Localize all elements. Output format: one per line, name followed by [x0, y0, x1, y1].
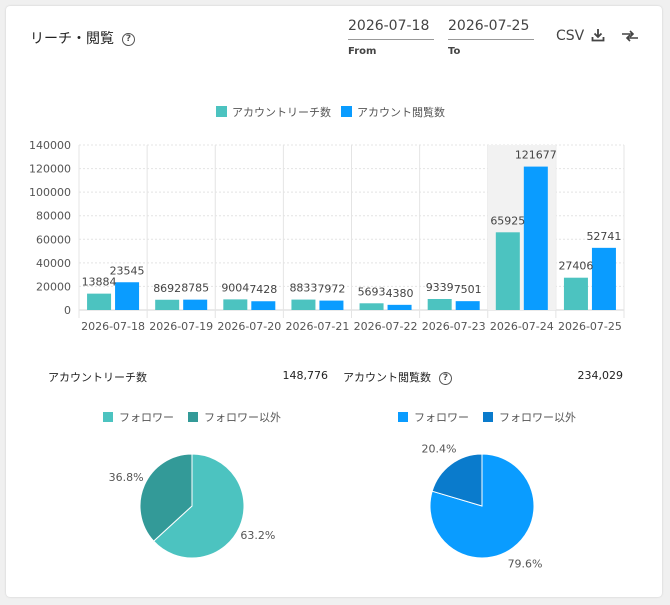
to-date-field[interactable]: 2026-07-25 To — [448, 18, 534, 57]
bar-value-0-6: 65925 — [490, 214, 525, 227]
x-tick-4: 2026-07-22 — [354, 320, 418, 333]
bar-value-0-7: 27406 — [558, 260, 593, 273]
x-tick-7: 2026-07-25 — [558, 320, 622, 333]
bar-value-1-3: 7972 — [317, 283, 345, 296]
x-tick-3: 2026-07-21 — [285, 320, 349, 333]
pie-value-label-1: 20.4% — [421, 442, 456, 455]
legend-label-0[interactable]: アカウントリーチ数 — [232, 106, 331, 119]
bar-0-5[interactable] — [427, 298, 452, 310]
bar-0-2[interactable] — [223, 299, 248, 310]
card-title-text: リーチ・閲覧 — [30, 31, 114, 47]
bar-value-1-4: 4380 — [386, 287, 414, 300]
pie-value-label-0: 63.2% — [240, 529, 275, 542]
bar-value-1-5: 7501 — [454, 283, 482, 296]
from-date-value[interactable]: 2026-07-18 — [348, 18, 434, 40]
x-tick-2: 2026-07-20 — [217, 320, 281, 333]
bar-1-6[interactable] — [523, 166, 548, 310]
bar-value-1-2: 7428 — [249, 283, 277, 296]
pie-legend-swatch-0[interactable] — [103, 412, 113, 422]
bar-value-0-0: 13884 — [82, 276, 117, 289]
reach-views-card: リーチ・閲覧? 2026-07-18 From 2026-07-25 To CS… — [6, 6, 662, 597]
pie-slice-0[interactable] — [152, 453, 245, 559]
bar-1-7[interactable] — [591, 247, 616, 310]
bar-value-1-6: 121677 — [515, 149, 557, 162]
y-tick-0: 0 — [64, 304, 71, 317]
bar-value-0-4: 5693 — [358, 285, 386, 298]
bar-value-0-1: 8692 — [153, 282, 181, 295]
legend-label-1[interactable]: アカウント閲覧数 — [357, 105, 445, 119]
bar-value-1-7: 52741 — [586, 230, 621, 243]
x-tick-6: 2026-07-24 — [490, 320, 554, 333]
bar-chart: アカウントリーチ数 アカウント閲覧数 0 20000 40000 60000 80000 1… — [29, 105, 625, 333]
y-tick-4: 80000 — [36, 210, 71, 223]
views-help-icon[interactable]: ? — [439, 371, 452, 385]
pie-legend-swatch-1[interactable] — [188, 412, 198, 422]
legend-swatch-1[interactable] — [341, 106, 352, 117]
y-tick-7: 140000 — [29, 139, 71, 152]
x-tick-5: 2026-07-23 — [422, 320, 486, 333]
bar-marks — [87, 166, 616, 310]
views-summary-label-wrap: アカウント閲覧数? — [343, 369, 452, 385]
bar-0-6[interactable] — [495, 232, 520, 310]
bar-0-7[interactable] — [563, 277, 588, 310]
bar-0-0[interactable] — [87, 293, 112, 310]
bar-1-5[interactable] — [455, 301, 480, 310]
pie-charts: フォロワー フォロワー以外 63.2% 36.8% フォロワー フォロワー以外 79.6%… — [103, 411, 576, 571]
reach-summary-label: アカウントリーチ数 — [48, 371, 147, 384]
csv-download-button[interactable]: CSV — [556, 28, 605, 44]
bar-1-3[interactable] — [319, 300, 344, 310]
bar-1-2[interactable] — [251, 301, 276, 310]
to-date-value[interactable]: 2026-07-25 — [448, 18, 534, 40]
from-date-label: From — [348, 46, 377, 57]
reach-pie: フォロワー フォロワー以外 63.2% 36.8% — [103, 411, 281, 559]
help-icon[interactable]: ? — [122, 32, 135, 46]
bar-value-0-5: 9339 — [426, 281, 454, 294]
pie-legend-label-0[interactable]: フォロワー — [119, 411, 174, 424]
bar-1-0[interactable] — [115, 282, 140, 310]
y-tick-6: 120000 — [29, 163, 71, 176]
pie-legend-label-0[interactable]: フォロワー — [414, 411, 469, 424]
y-tick-3: 60000 — [36, 233, 71, 246]
bar-value-0-2: 9004 — [221, 281, 249, 294]
pie-legend-swatch-0[interactable] — [398, 412, 408, 422]
bar-value-1-1: 8785 — [181, 282, 209, 295]
bar-value-1-0: 23545 — [110, 264, 145, 277]
compare-arrows-icon[interactable] — [620, 29, 640, 43]
from-date-field[interactable]: 2026-07-18 From — [348, 18, 434, 57]
bar-legend: アカウントリーチ数 アカウント閲覧数 — [216, 105, 445, 119]
bar-value-0-3: 8833 — [289, 282, 317, 295]
views-summary-label: アカウント閲覧数 — [343, 371, 431, 384]
y-tick-2: 40000 — [36, 257, 71, 270]
card-title: リーチ・閲覧? — [30, 28, 135, 48]
pie-legend-label-1[interactable]: フォロワー以外 — [204, 411, 281, 424]
views-pie: フォロワー フォロワー以外 79.6% 20.4% — [398, 411, 576, 571]
bar-1-4[interactable] — [387, 304, 412, 310]
bar-0-3[interactable] — [291, 299, 316, 310]
reach-summary-value: 148,776 — [282, 369, 329, 382]
pie-value-label-1: 36.8% — [109, 471, 144, 484]
y-tick-5: 100000 — [29, 186, 71, 199]
csv-label: CSV — [556, 28, 585, 44]
bar-0-1[interactable] — [155, 299, 180, 310]
legend-swatch-0[interactable] — [216, 106, 227, 117]
y-tick-1: 20000 — [36, 280, 71, 293]
pie-legend-label-1[interactable]: フォロワー以外 — [499, 411, 576, 424]
bar-1-1[interactable] — [183, 299, 208, 310]
to-date-label: To — [448, 46, 461, 57]
bar-0-4[interactable] — [359, 303, 384, 310]
pie-slice-1[interactable] — [431, 453, 483, 507]
views-summary-value: 234,029 — [577, 369, 624, 382]
x-tick-1: 2026-07-19 — [149, 320, 213, 333]
download-icon — [591, 29, 605, 42]
x-tick-0: 2026-07-18 — [81, 320, 145, 333]
pie-legend-swatch-1[interactable] — [483, 412, 493, 422]
pie-slice-1[interactable] — [139, 453, 193, 542]
pie-value-label-0: 79.6% — [508, 558, 543, 571]
